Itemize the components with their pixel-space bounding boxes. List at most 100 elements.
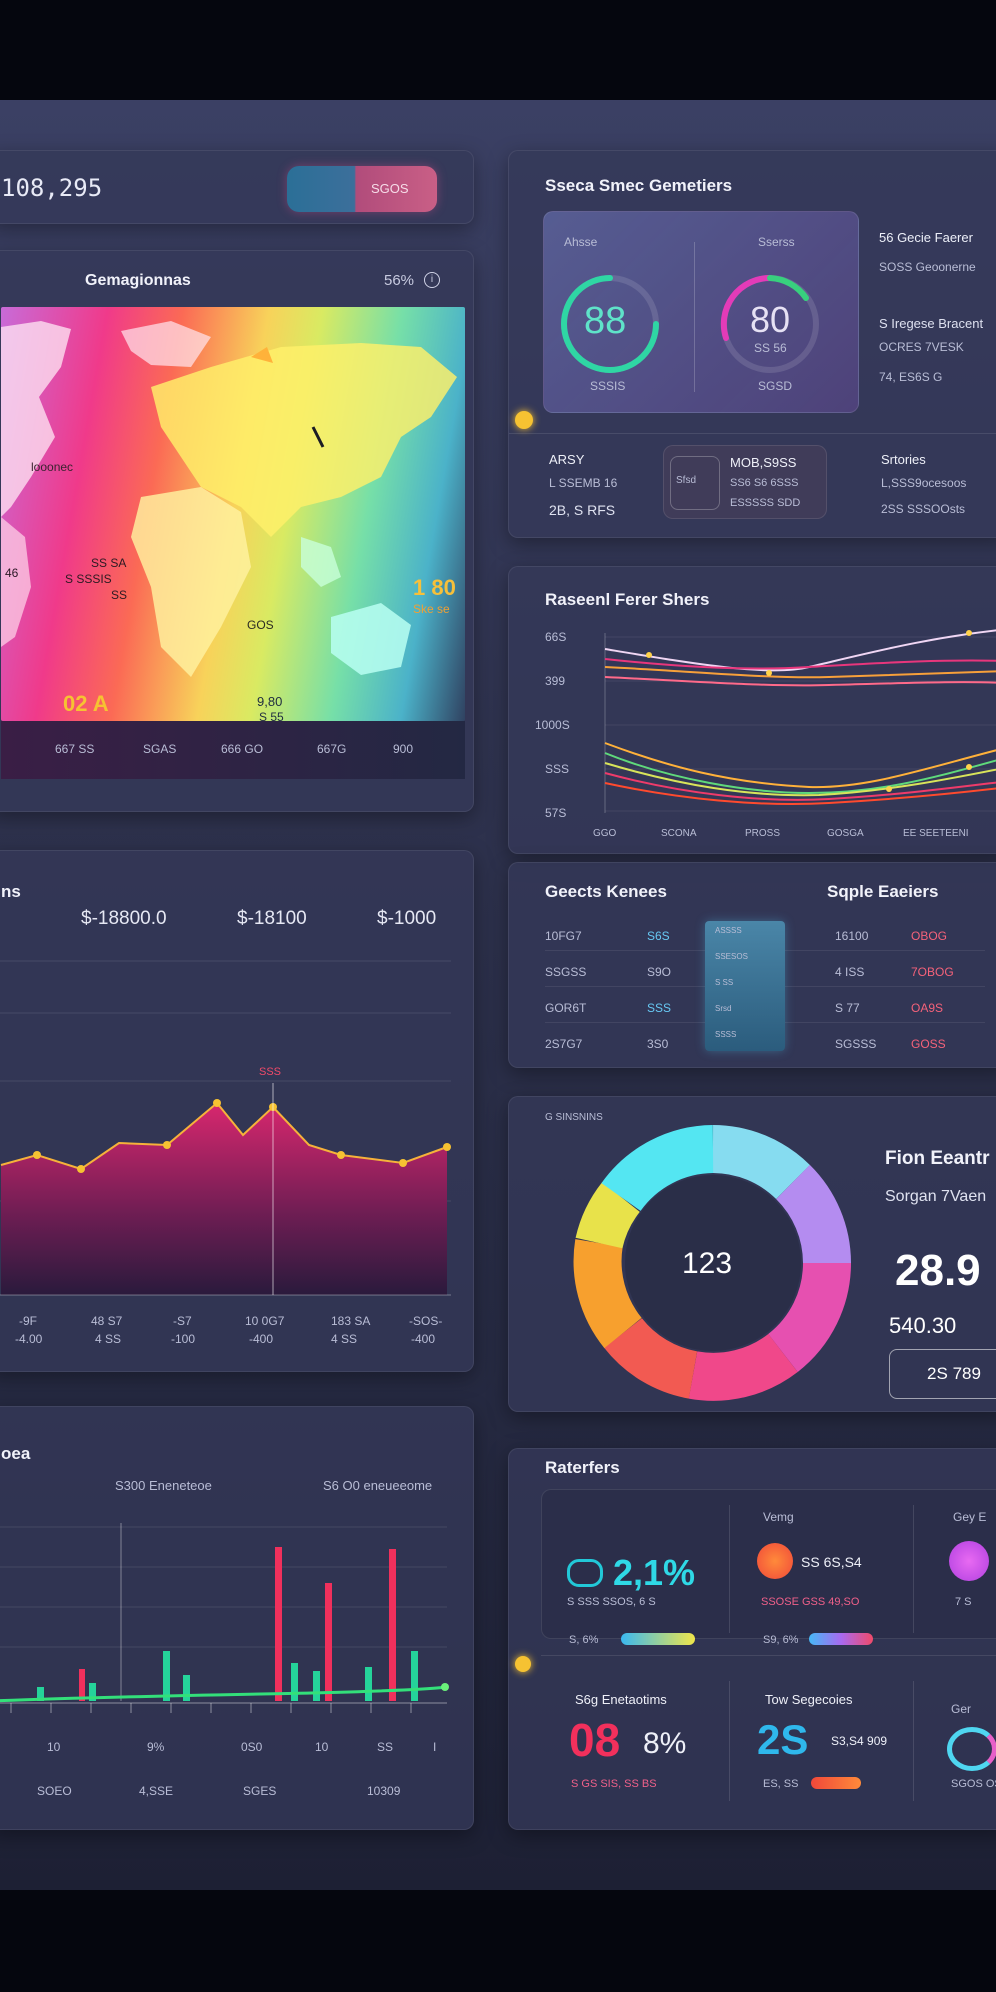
bars-x-label2: 4,SSE: [139, 1784, 174, 1798]
metrics-panel: Raterfers 2,1% S SSS SSOS, 6 S S, 6% Vem…: [508, 1448, 996, 1830]
table-cell: GOSS: [911, 1037, 946, 1051]
sales-y-label: 399: [545, 674, 566, 688]
metrics-title: Raterfers: [545, 1458, 620, 1477]
progress-1-label: S, 6%: [569, 1634, 599, 1646]
map-panel: Gemagionnas 56% i looonec 46 SS SA S SSS…: [0, 250, 474, 812]
map-title: Gemagionnas: [85, 272, 191, 289]
metric-5-label: Tow Segecoies: [765, 1692, 853, 1707]
metric-1-line: S SSS SSOS, 6 S: [567, 1596, 656, 1608]
sales-x-label: GOSGA: [827, 828, 864, 839]
table-cell: GOR6T: [545, 1001, 587, 1015]
area-x-label: 48 S7: [91, 1314, 123, 1328]
progress-5: [811, 1777, 861, 1789]
gamepad-icon: [567, 1559, 603, 1587]
table-row[interactable]: 2S7G7 3S0 SGSSS GOSS: [545, 1029, 985, 1059]
row2-right-line2: 2SS SSSOOsts: [881, 502, 966, 516]
bars-x-label: 10: [47, 1740, 61, 1754]
map-label-46: 46: [5, 566, 19, 580]
gauge-right-label: Sserss: [758, 235, 795, 249]
metric-2-value: SS 6S,S4: [801, 1554, 862, 1570]
metric-5-small: S3,S4 909: [831, 1734, 888, 1748]
side-line-3: S Iregese Bracent: [879, 316, 984, 331]
area-x-label: 183 SA: [331, 1314, 371, 1328]
sales-x-label: GGO: [593, 828, 617, 839]
map-label-a: looonec: [31, 460, 74, 474]
metric-4-suffix: 8%: [643, 1727, 687, 1760]
row2-left-title: ARSY: [549, 452, 585, 467]
header-bar: 108,295 SGOS: [0, 150, 474, 224]
metric-4-value: 08: [569, 1714, 621, 1766]
sales-lines: [604, 629, 996, 813]
metric-6-label: Ger: [951, 1702, 972, 1716]
side-line-4: OCRES 7VESK: [879, 340, 964, 354]
sales-x-label: PROSS: [745, 828, 781, 839]
sales-y-label: 66S: [545, 630, 567, 644]
metrics-dot: [515, 1656, 531, 1672]
metric-2-label: Vemg: [763, 1510, 794, 1524]
area-x-label: -S7: [173, 1314, 192, 1328]
donut-title: Fion Eeantr: [885, 1148, 990, 1169]
header-toggle[interactable]: SGOS: [287, 166, 437, 212]
sales-x-label: SCONA: [661, 828, 697, 839]
gauge-right-foot: SGSD: [758, 379, 793, 393]
map-label-gos: GOS: [247, 618, 274, 632]
overview-panel: Sseca Smec Gemetiers Ahsse Sserss 88 SSS…: [508, 150, 996, 538]
progress-2: [809, 1633, 873, 1645]
map-label-c3: SS: [111, 588, 128, 602]
metric-5-line: ES, SS: [763, 1778, 799, 1790]
dashboard-stage: 108,295 SGOS Gemagionnas 56% i looonec 4…: [0, 100, 996, 1890]
gauge-divider: [694, 242, 695, 392]
donut-panel: G SINSNINS 123 Fion Eeantr Sorgan 7Vaen: [508, 1096, 996, 1412]
world-map: looonec 46 SS SA S SSSIS SS 02 A 1 80 Sk…: [1, 307, 465, 721]
info-icon[interactable]: i: [424, 272, 440, 288]
fire-icon: [757, 1543, 793, 1579]
progress-1: [621, 1633, 695, 1645]
area-x-label: 4 SS: [95, 1332, 122, 1346]
ring-icon: [947, 1727, 996, 1771]
overview-title: Sseca Smec Gemetiers: [545, 176, 733, 195]
area-chart: [0, 960, 451, 1296]
donut-action-button[interactable]: 2S 789: [889, 1349, 996, 1399]
table-left-title: Geects Kenees: [545, 882, 667, 901]
side-line-1: 56 Gecie Faerer: [879, 230, 973, 245]
metrics-divider: [913, 1505, 914, 1633]
area-x-label: -400: [249, 1332, 274, 1346]
area-value: $-1000: [377, 908, 437, 929]
mini-row: SSESOS: [715, 952, 748, 961]
bars-x-label2: SOEO: [37, 1784, 72, 1798]
area-panel: ns $-18800.0 $-18100 $-1000: [0, 850, 474, 1372]
table-mini-card[interactable]: ASSSS SSESOS S SS Srsd SSSS: [705, 921, 785, 1051]
area-x-label: 4 SS: [331, 1332, 358, 1346]
table-cell: 2S7G7: [545, 1037, 583, 1051]
bars-x-label: I: [433, 1740, 437, 1754]
metrics-divider: [913, 1681, 914, 1801]
metric-4-label: S6g Enetaotims: [575, 1692, 667, 1707]
side-line-5: 74, ES6S G: [879, 370, 943, 384]
metric-4-line: S GS SIS, SS BS: [571, 1778, 657, 1790]
area-title: ns: [1, 882, 21, 901]
donut-center-value: 123: [682, 1247, 733, 1280]
map-axis: 667 SS SGAS 666 GO 667G 900: [1, 721, 465, 779]
table-cell: S6S: [647, 929, 670, 943]
row2-right-line1: L,SSS9ocesoos: [881, 476, 967, 490]
bars-chart: [0, 1523, 449, 1713]
row2-center-line1: SS6 S6 6SSS: [730, 477, 799, 489]
map-label-180: 1 80: [413, 575, 456, 600]
map-label-980: 9,80: [257, 694, 283, 709]
table-cell: SSS: [647, 1001, 672, 1015]
bars-x-label2: 10309: [367, 1784, 401, 1798]
table-cell: S9O: [647, 965, 672, 979]
map-label-c1: SS SA: [91, 556, 127, 570]
map-axis-label: 666 GO: [221, 742, 264, 756]
bars-x-label: SS: [377, 1740, 394, 1754]
table-cell: 16100: [835, 929, 869, 943]
sales-y-label: SSS: [545, 762, 570, 776]
donut-action-label: 2S 789: [927, 1364, 981, 1383]
overview-divider: [509, 433, 996, 434]
bars-legend-b: S6 O0 eneueeome: [323, 1478, 433, 1493]
area-peak-label: SSS: [259, 1066, 282, 1078]
map-label-c2: S SSSIS: [65, 572, 112, 586]
metrics-divider: [729, 1681, 730, 1801]
area-x-label: -100: [171, 1332, 196, 1346]
gauge-right-sub: SS 56: [754, 341, 787, 355]
